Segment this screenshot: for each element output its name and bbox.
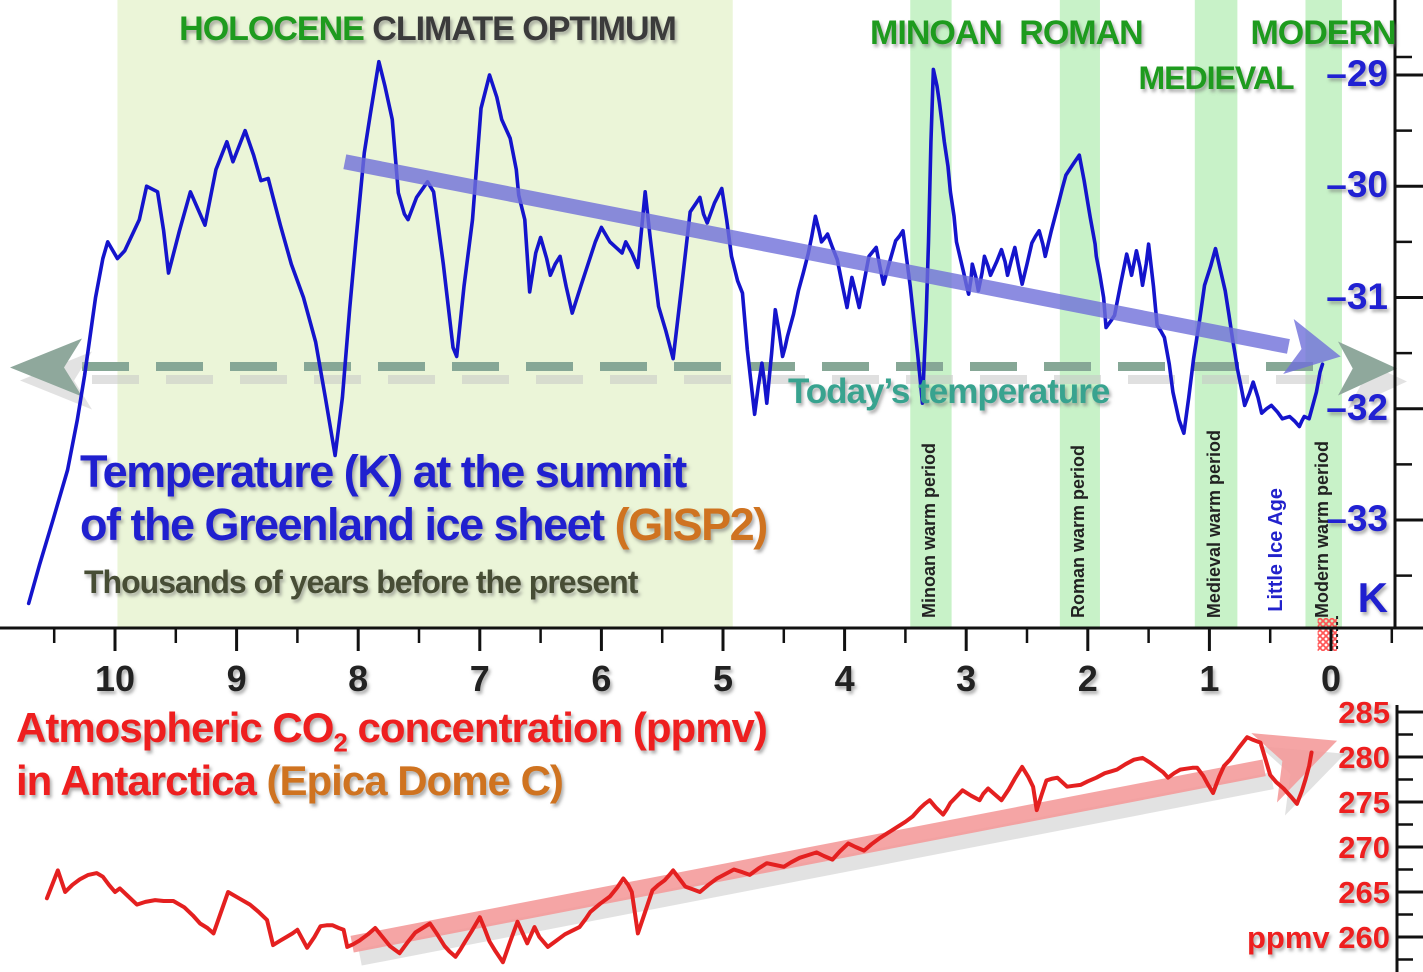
co2-trend-arrowhead bbox=[1251, 733, 1338, 803]
holocene-optimum-band bbox=[117, 0, 733, 628]
today-right-arrowhead bbox=[1338, 341, 1397, 396]
today-left-arrowhead bbox=[10, 338, 82, 397]
present-day-marker bbox=[1317, 618, 1338, 651]
temperature-trend-arrow-shaft bbox=[343, 154, 1290, 354]
co2-trend-arrow-shadow bbox=[358, 772, 1274, 966]
temperature-trend-arrowhead bbox=[1283, 318, 1341, 374]
co2-trend-arrowhead-shadow bbox=[1259, 746, 1346, 816]
modern-band bbox=[1305, 0, 1342, 628]
co2-curve bbox=[44, 735, 1314, 965]
